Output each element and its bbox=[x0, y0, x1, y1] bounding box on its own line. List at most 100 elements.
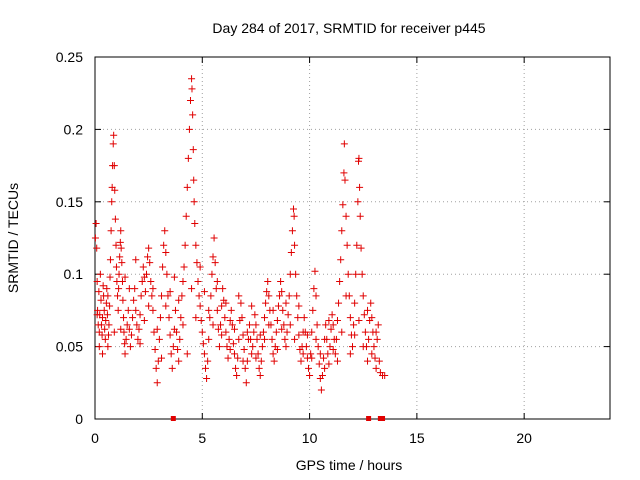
data-point bbox=[346, 350, 354, 358]
y-tick-label: 0.25 bbox=[56, 49, 83, 65]
data-point bbox=[336, 277, 344, 285]
data-point bbox=[149, 306, 157, 314]
data-point bbox=[162, 248, 170, 256]
data-point bbox=[365, 335, 373, 343]
data-point bbox=[342, 212, 350, 220]
data-point bbox=[355, 317, 363, 325]
data-point bbox=[240, 345, 248, 353]
data-point bbox=[117, 244, 125, 252]
data-point bbox=[282, 299, 290, 307]
chart-title: Day 284 of 2017, SRMTID for receiver p44… bbox=[212, 20, 485, 36]
data-point bbox=[209, 321, 217, 329]
data-point bbox=[354, 198, 362, 206]
data-point bbox=[136, 340, 144, 348]
data-point bbox=[120, 314, 128, 322]
data-point bbox=[297, 357, 305, 365]
data-point bbox=[184, 154, 192, 162]
data-point bbox=[175, 296, 183, 304]
data-point bbox=[250, 328, 258, 336]
data-point bbox=[109, 140, 117, 148]
data-point bbox=[351, 299, 359, 307]
data-point bbox=[168, 364, 176, 372]
data-point bbox=[122, 335, 130, 343]
data-point bbox=[200, 350, 208, 358]
data-point bbox=[374, 321, 382, 329]
data-point bbox=[104, 343, 112, 351]
data-point bbox=[114, 292, 122, 300]
data-point bbox=[352, 270, 360, 278]
data-point bbox=[256, 331, 264, 339]
data-point bbox=[278, 288, 286, 296]
data-point bbox=[103, 311, 111, 319]
data-point bbox=[227, 306, 235, 314]
data-point bbox=[91, 234, 99, 242]
data-point bbox=[295, 331, 303, 339]
data-point bbox=[303, 331, 311, 339]
data-point bbox=[357, 244, 365, 252]
data-point bbox=[356, 183, 364, 191]
data-point bbox=[130, 296, 138, 304]
data-point bbox=[125, 285, 133, 293]
data-point bbox=[158, 354, 166, 362]
data-point bbox=[368, 350, 376, 358]
data-point bbox=[115, 285, 123, 293]
data-point bbox=[115, 270, 123, 278]
data-point bbox=[170, 273, 178, 281]
data-point bbox=[95, 288, 103, 296]
data-point bbox=[371, 354, 379, 362]
data-point bbox=[329, 321, 337, 329]
data-point bbox=[118, 259, 126, 267]
data-point bbox=[269, 350, 277, 358]
data-point bbox=[332, 335, 340, 343]
data-point bbox=[200, 288, 208, 296]
data-point bbox=[337, 256, 345, 264]
data-point bbox=[136, 311, 144, 319]
data-point bbox=[272, 328, 280, 336]
data-point bbox=[166, 288, 174, 296]
data-point bbox=[282, 343, 290, 351]
data-point bbox=[317, 386, 325, 394]
data-point bbox=[355, 154, 363, 162]
x-tick-label: 20 bbox=[516, 430, 532, 446]
axis-marker bbox=[366, 416, 372, 421]
data-point bbox=[237, 299, 245, 307]
data-point bbox=[350, 321, 358, 329]
data-point bbox=[349, 343, 356, 351]
data-point bbox=[367, 299, 375, 307]
data-point bbox=[329, 345, 337, 353]
data-point bbox=[212, 285, 220, 293]
data-point bbox=[373, 335, 381, 343]
data-point bbox=[360, 311, 368, 319]
data-point bbox=[294, 314, 302, 322]
data-point bbox=[221, 314, 229, 322]
data-point bbox=[293, 292, 301, 300]
x-tick-label: 15 bbox=[409, 430, 425, 446]
data-point bbox=[137, 292, 145, 300]
data-point bbox=[134, 335, 142, 343]
y-axis: 0 0.05 0.1 0.15 0.2 0.25 bbox=[56, 49, 610, 427]
data-point bbox=[214, 325, 222, 333]
data-point bbox=[176, 335, 184, 343]
data-point bbox=[96, 270, 104, 278]
data-point bbox=[305, 364, 313, 372]
data-point bbox=[158, 292, 166, 300]
data-point bbox=[217, 321, 225, 329]
data-point bbox=[316, 350, 324, 358]
data-point bbox=[318, 372, 326, 380]
data-point bbox=[111, 215, 119, 223]
data-point bbox=[197, 317, 205, 325]
data-point bbox=[107, 227, 115, 235]
y-tick-label: 0.15 bbox=[56, 194, 83, 210]
data-point bbox=[226, 317, 234, 325]
data-point bbox=[192, 314, 200, 322]
data-point bbox=[114, 306, 122, 314]
data-point bbox=[278, 325, 286, 333]
data-point bbox=[190, 176, 198, 184]
data-point bbox=[173, 328, 181, 336]
data-point bbox=[320, 354, 328, 362]
axis-marker bbox=[380, 416, 386, 421]
data-point bbox=[124, 306, 132, 314]
data-point bbox=[265, 292, 273, 300]
data-point bbox=[338, 328, 346, 336]
